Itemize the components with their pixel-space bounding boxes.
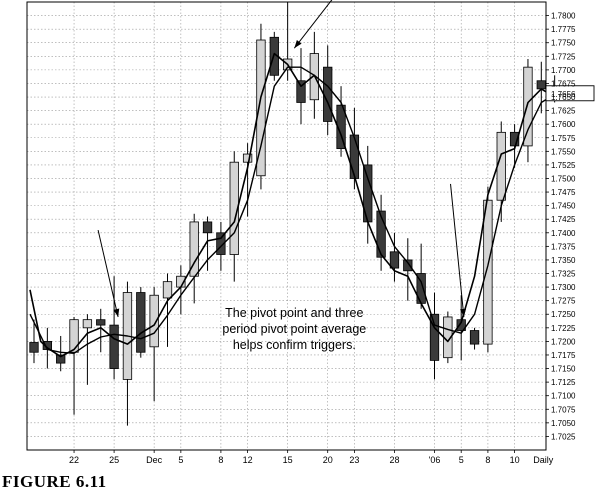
candle-body bbox=[162, 281, 173, 299]
candlestick-chart: 1.7800 1.7775 1.7750 1.7725 1.7700 1.7675 1.76… bbox=[26, 0, 595, 465]
candle-body bbox=[336, 104, 346, 150]
y-tick-label: 1.7625 bbox=[551, 107, 576, 116]
y-tick-label: 1.7375 bbox=[551, 242, 576, 251]
y-tick-label: 1.7150 bbox=[551, 365, 576, 374]
x-tick-label: Dec bbox=[146, 455, 163, 465]
y-tick-label: 1.7725 bbox=[551, 52, 576, 61]
x-tick-label: 8 bbox=[485, 455, 490, 465]
indicator-lines bbox=[29, 52, 556, 358]
pivot-average-line bbox=[29, 66, 555, 354]
y-tick-label: 1.7175 bbox=[551, 351, 576, 360]
candle-body bbox=[216, 232, 226, 255]
arrow-shaft bbox=[293, 0, 333, 49]
y-tick-label: 1.7775 bbox=[551, 25, 576, 34]
candle-body bbox=[469, 330, 480, 345]
y-tick-label: 1.7500 bbox=[551, 174, 576, 183]
arrow-head bbox=[294, 39, 302, 49]
x-tick-label: 15 bbox=[283, 455, 293, 465]
y-tick-label: 1.7750 bbox=[551, 39, 576, 48]
y-tick-label: 1.7600 bbox=[551, 120, 576, 129]
x-tick-label: '06 bbox=[429, 455, 441, 465]
candle-body bbox=[202, 221, 213, 234]
arrow-shaft bbox=[97, 229, 119, 318]
candle-body bbox=[523, 66, 533, 147]
y-tick-label: 1.7425 bbox=[551, 215, 576, 224]
annotation-arrows bbox=[97, 0, 467, 318]
x-tick-label: 10 bbox=[510, 455, 520, 465]
candle-body bbox=[376, 210, 386, 258]
x-tick-label: 8 bbox=[218, 455, 223, 465]
figure-label: FIGURE 6.11 bbox=[2, 472, 107, 491]
candle-body bbox=[29, 342, 39, 353]
y-tick-label: 1.7025 bbox=[551, 432, 576, 441]
candle-body bbox=[496, 131, 506, 201]
y-tick-label: 1.7550 bbox=[551, 147, 576, 156]
y-tick-label: 1.7200 bbox=[551, 337, 576, 346]
chart-annotation: The pivot point and three period pivot po… bbox=[222, 306, 366, 352]
arrow-head bbox=[113, 308, 120, 317]
annotation-line: helps confirm triggers. bbox=[233, 338, 356, 352]
arrow-shaft bbox=[450, 183, 465, 318]
y-tick-label: 1.7250 bbox=[551, 310, 576, 319]
candle-body bbox=[56, 354, 66, 364]
current-price-label: 1.7656 bbox=[551, 90, 576, 99]
y-tick-label: 1.7275 bbox=[551, 297, 576, 306]
y-tick-label: 1.7300 bbox=[551, 283, 576, 292]
x-tick-label: 25 bbox=[109, 455, 119, 465]
candle-body bbox=[389, 251, 400, 269]
candle-body bbox=[69, 319, 79, 353]
x-tick-label: 5 bbox=[178, 455, 183, 465]
candle-body bbox=[242, 153, 253, 163]
candle-body bbox=[403, 259, 413, 272]
y-tick-label: 1.7650 bbox=[551, 93, 576, 102]
plot-frame bbox=[26, 1, 547, 451]
candle-body bbox=[96, 319, 106, 326]
y-tick-label: 1.7400 bbox=[551, 229, 576, 238]
current-price-box bbox=[545, 85, 595, 102]
arrow-head bbox=[460, 308, 467, 317]
candle-body bbox=[109, 324, 119, 369]
y-tick-label: 1.7525 bbox=[551, 161, 576, 170]
candle-body bbox=[323, 66, 333, 122]
candle-body bbox=[296, 80, 306, 103]
y-tick-label: 1.7125 bbox=[551, 378, 576, 387]
y-tick-label: 1.7225 bbox=[551, 324, 576, 333]
y-tick-label: 1.7100 bbox=[551, 392, 576, 401]
candle-body bbox=[229, 161, 239, 255]
x-axis-tick-labels: 22 25 Dec 5 8 12 15 20 23 28 '06 5 8 10 Daily bbox=[69, 455, 554, 465]
annotation-line: The pivot point and three bbox=[225, 306, 363, 320]
candle-body bbox=[349, 134, 360, 179]
annotation-line: period pivot point average bbox=[222, 322, 366, 336]
y-axis-tick-labels: 1.7800 1.7775 1.7750 1.7725 1.7700 1.7675 1.76… bbox=[551, 12, 576, 442]
candle-body bbox=[82, 319, 93, 329]
x-tick-label: 23 bbox=[349, 455, 359, 465]
y-tick-label: 1.7050 bbox=[551, 419, 576, 428]
candle-body bbox=[536, 80, 546, 90]
y-tick-label: 1.7450 bbox=[551, 202, 576, 211]
candle-body bbox=[256, 39, 266, 177]
x-tick-label: 22 bbox=[69, 455, 79, 465]
y-tick-label: 1.7475 bbox=[551, 188, 576, 197]
x-tick-label: Daily bbox=[533, 455, 554, 465]
candle-bodies bbox=[29, 36, 560, 380]
candle-body bbox=[136, 292, 146, 353]
x-tick-label: 12 bbox=[243, 455, 253, 465]
candle-body bbox=[483, 199, 493, 345]
candle-body bbox=[429, 313, 440, 361]
x-tick-label: 20 bbox=[323, 455, 333, 465]
y-tick-label: 1.7350 bbox=[551, 256, 576, 265]
y-tick-label: 1.7675 bbox=[551, 79, 576, 88]
y-tick-label: 1.7325 bbox=[551, 270, 576, 279]
y-tick-label: 1.7700 bbox=[551, 66, 576, 75]
y-tick-label: 1.7575 bbox=[551, 134, 576, 143]
axes bbox=[26, 1, 595, 453]
candle-body bbox=[149, 294, 159, 348]
y-tick-label: 1.7075 bbox=[551, 405, 576, 414]
x-tick-label: 5 bbox=[459, 455, 464, 465]
y-tick-label: 1.7800 bbox=[551, 12, 576, 21]
x-tick-label: 28 bbox=[389, 455, 399, 465]
